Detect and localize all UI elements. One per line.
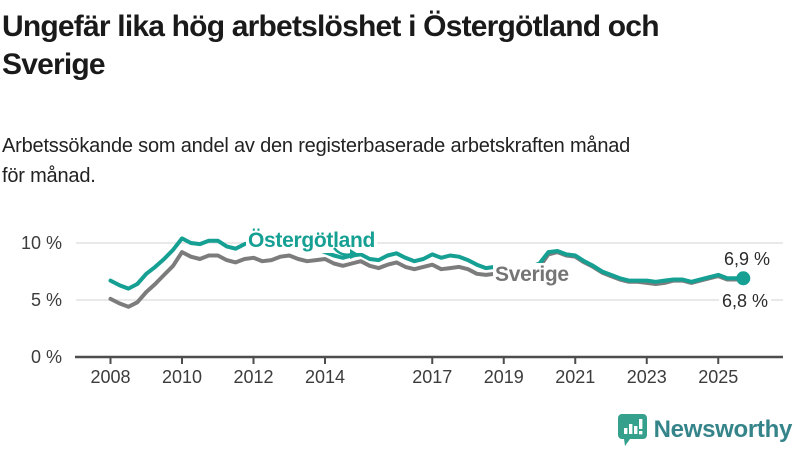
series-label-sverige: Sverige [493, 263, 571, 287]
y-axis-label: 10 % [20, 233, 62, 253]
page-title-line-2: Sverige [2, 48, 106, 81]
logo-bar-1 [623, 428, 628, 434]
x-axis-label: 2014 [304, 367, 346, 387]
page-title: Ungefär lika hög arbetslöshet i Östergöt… [2, 8, 660, 84]
newsworthy-logo: Newsworthy [617, 413, 793, 447]
x-axis-label: 2023 [626, 367, 667, 387]
logo-bar-2 [628, 424, 633, 434]
x-axis-label: 2012 [233, 367, 274, 387]
chart-subtitle-line-1: Arbetssökande som andel av den registerb… [2, 135, 631, 157]
series-label-ostergotland: Östergötland [246, 229, 378, 253]
x-axis-label: 2017 [412, 367, 453, 387]
logo-exclamation-stem [638, 419, 643, 429]
chart-subtitle-line-2: för månad. [2, 165, 96, 187]
y-axis-label: 5 % [30, 290, 62, 310]
series-end-dot [736, 271, 751, 286]
x-axis-label: 2019 [483, 367, 524, 387]
x-axis-label: 2021 [555, 367, 596, 387]
x-axis-label: 2008 [90, 367, 131, 387]
page-title-line-1: Ungefär lika hög arbetslöshet i Östergöt… [2, 10, 660, 43]
end-value-label-ostergotland: 6,9 % [723, 249, 770, 269]
end-value-label-sverige: 6,8 % [719, 291, 772, 311]
logo-bubble-shape [617, 414, 647, 446]
series-line-östergötland [108, 236, 746, 291]
newsworthy-logo-icon [617, 414, 647, 446]
newsworthy-logo-text: Newsworthy [653, 416, 793, 443]
x-axis-label: 2010 [161, 367, 203, 387]
x-axis-label: 2025 [698, 367, 739, 387]
logo-exclamation-dot [638, 431, 643, 435]
y-axis-label: 0 % [30, 347, 62, 367]
logo-bar-3 [633, 426, 638, 434]
chart-subtitle: Arbetssökande som andel av den registerb… [2, 131, 630, 191]
